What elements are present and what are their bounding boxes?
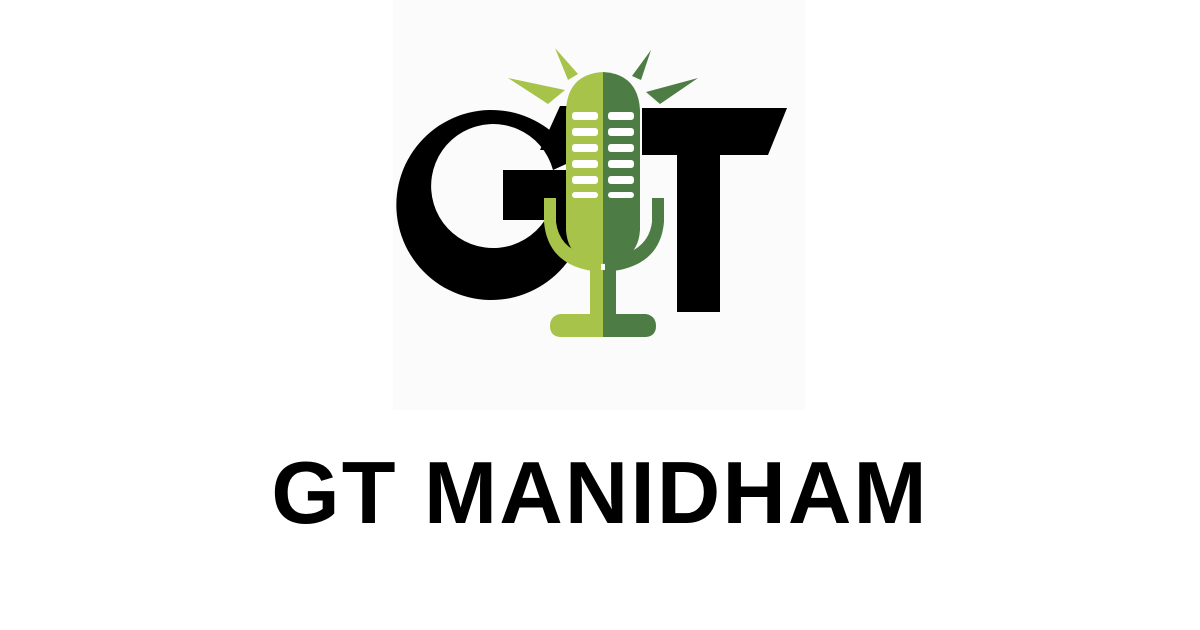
mic-holder-dark — [605, 198, 664, 272]
sound-ray-right-icon — [646, 78, 698, 104]
letter-t-top — [642, 108, 787, 155]
letter-t-stem — [677, 150, 720, 312]
mic-stand-dark — [603, 270, 616, 320]
mic-base-light — [550, 314, 603, 337]
sound-ray-top-left-icon — [555, 48, 578, 80]
letter-g-shape — [396, 110, 575, 301]
mic-holder-light — [544, 198, 601, 272]
brand-name: GT MANIDHAM — [271, 443, 929, 542]
mic-base-dark — [603, 314, 656, 337]
mic-stand-light — [590, 270, 603, 320]
sound-ray-left-icon — [508, 78, 565, 104]
mic-grille — [572, 112, 634, 198]
sound-ray-top-right-icon — [632, 50, 651, 80]
